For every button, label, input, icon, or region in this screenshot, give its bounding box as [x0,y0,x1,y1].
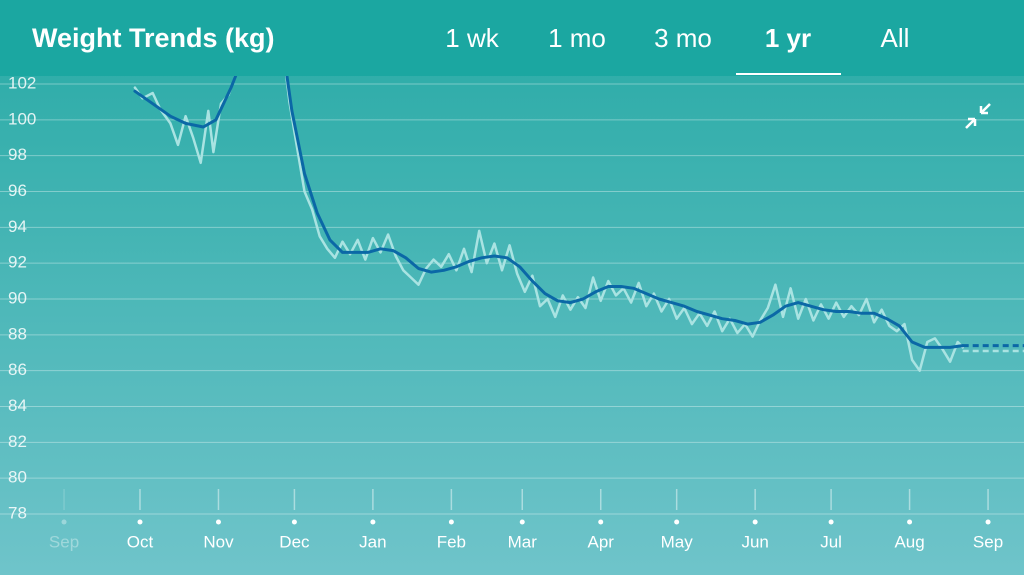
x-tick-dot [370,519,376,525]
x-tick-label: Nov [203,532,234,551]
y-tick-label: 96 [8,181,27,200]
x-tick-label: Aug [894,532,924,551]
y-tick-label: 92 [8,253,27,272]
x-tick-dot [828,519,834,525]
x-tick-label: Jun [741,532,768,551]
range-tab[interactable]: 3 mo [654,23,712,53]
y-tick-label: 84 [8,396,27,415]
x-tick-label: Dec [279,532,310,551]
x-tick-label: Oct [127,532,154,551]
x-tick-label: Jul [820,532,842,551]
y-tick-label: 88 [8,324,27,343]
x-tick-label: Sep [49,532,79,551]
x-axis: Sep Oct Nov Dec Jan Feb Mar Apr May Jun Jul Aug Sep [49,489,1003,551]
x-tick-label: May [661,532,694,551]
y-tick-label: 80 [8,468,27,487]
range-tab[interactable]: 1 mo [548,23,606,53]
x-tick-dot [519,519,525,525]
x-tick-dot [985,519,991,525]
x-tick-dot [137,519,143,525]
x-tick-label: Jan [359,532,386,551]
y-tick-label: 94 [8,217,27,236]
selected-tab-indicator [736,73,841,75]
range-tabs: 1 wk 1 mo 3 mo 1 yr All [445,23,909,75]
x-tick-label: Apr [587,532,614,551]
x-tick-dot [598,519,604,525]
plot-area [133,76,1024,372]
x-tick-dot [291,519,297,525]
x-tick-dot [907,519,913,525]
x-tick-dot [215,519,221,525]
range-tab[interactable]: All [881,23,910,53]
y-tick-label: 98 [8,145,27,164]
x-tick-label: Feb [437,532,466,551]
x-tick-dot [674,519,680,525]
y-tick-label: 102 [8,73,36,92]
range-tab[interactable]: 1 yr [765,23,811,53]
range-tab[interactable]: 1 wk [445,23,499,53]
x-tick-dot [752,519,758,525]
y-tick-label: 90 [8,288,27,307]
x-tick-label: Sep [973,532,1003,551]
y-tick-label: 82 [8,432,27,451]
collapse-button[interactable] [965,103,991,129]
header-title: Weight Trends (kg) [32,23,275,53]
x-tick-dot [61,519,67,525]
y-tick-label: 100 [8,109,36,128]
x-tick-dot [448,519,454,525]
y-tick-label: 86 [8,360,27,379]
header-bar [0,0,1024,76]
x-tick-label: Mar [508,532,538,551]
weight-line [133,76,965,349]
grid: 78 80 82 84 86 88 90 92 94 96 98 100 102 [0,73,1024,522]
y-tick-label: 78 [8,503,27,522]
